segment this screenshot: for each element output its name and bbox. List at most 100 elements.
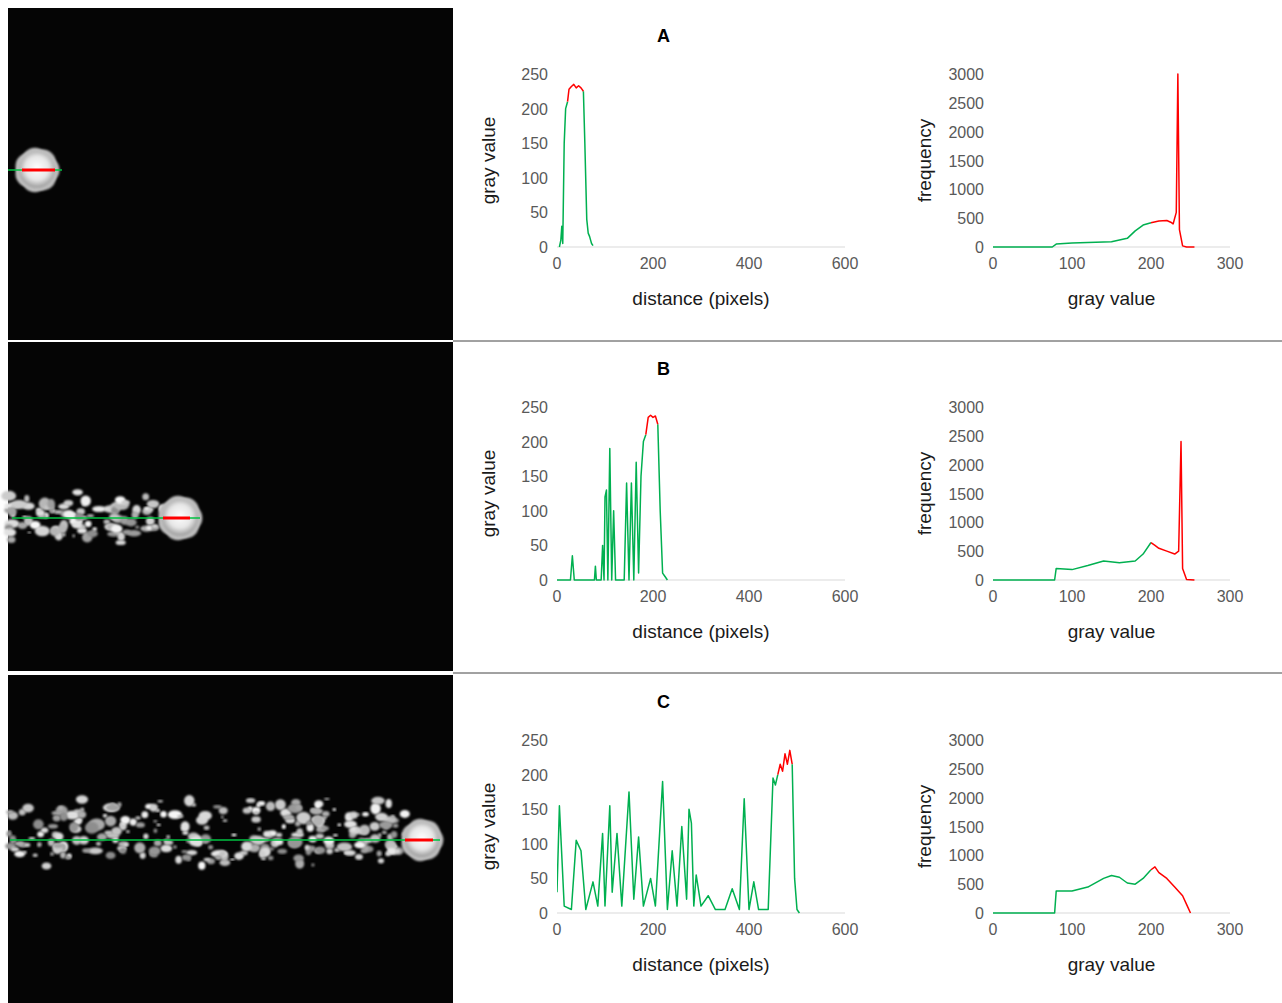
y-axis-title: gray value bbox=[478, 783, 499, 871]
particle bbox=[350, 812, 358, 819]
particle bbox=[65, 856, 71, 860]
particle bbox=[204, 858, 211, 862]
particle bbox=[54, 510, 63, 514]
particle bbox=[96, 842, 101, 846]
y-tick-label: 0 bbox=[539, 239, 548, 256]
y-tick-label: 3000 bbox=[948, 399, 984, 416]
particle bbox=[136, 822, 145, 827]
x-tick-label: 100 bbox=[1059, 921, 1086, 938]
particle bbox=[135, 525, 139, 528]
particle bbox=[379, 821, 393, 829]
profile-selection bbox=[22, 169, 55, 172]
blob bbox=[19, 152, 55, 188]
particle bbox=[78, 811, 87, 818]
x-tick-label: 200 bbox=[1138, 588, 1165, 605]
x-axis-title: gray value bbox=[1068, 288, 1156, 309]
particle bbox=[251, 816, 260, 822]
data-line bbox=[559, 91, 593, 247]
particle bbox=[120, 848, 127, 854]
data-line bbox=[993, 870, 1151, 913]
y-tick-label: 2000 bbox=[948, 790, 984, 807]
particle bbox=[104, 519, 111, 524]
particle bbox=[293, 855, 303, 862]
particle bbox=[11, 847, 19, 852]
particle bbox=[143, 834, 148, 840]
x-tick-label: 200 bbox=[1138, 255, 1165, 272]
image-background bbox=[8, 342, 453, 671]
y-tick-label: 0 bbox=[975, 572, 984, 589]
chart: 0100200300050010001500200025003000gray v… bbox=[914, 66, 1243, 309]
particle bbox=[182, 831, 188, 834]
particle bbox=[154, 829, 158, 834]
x-tick-label: 200 bbox=[640, 588, 667, 605]
y-tick-label: 500 bbox=[957, 876, 984, 893]
x-tick-label: 0 bbox=[553, 921, 562, 938]
particle bbox=[85, 822, 99, 834]
particle bbox=[182, 854, 191, 861]
data-line bbox=[778, 750, 792, 774]
particle bbox=[111, 525, 122, 534]
chart: 0200400600050100150200250distance (pixel… bbox=[478, 26, 858, 309]
particle bbox=[296, 828, 303, 835]
data-line bbox=[1151, 867, 1191, 913]
particle bbox=[53, 844, 64, 849]
particle bbox=[37, 842, 42, 847]
x-axis-title: distance (pixels) bbox=[632, 288, 769, 309]
plot-area bbox=[993, 442, 1194, 580]
particle bbox=[47, 499, 55, 509]
x-tick-label: 200 bbox=[640, 921, 667, 938]
y-tick-label: 500 bbox=[957, 210, 984, 227]
particle bbox=[87, 514, 94, 517]
particle bbox=[72, 534, 75, 537]
particle bbox=[252, 807, 261, 814]
particle bbox=[296, 805, 302, 810]
particle bbox=[160, 845, 172, 853]
y-tick-label: 250 bbox=[521, 732, 548, 749]
particle bbox=[48, 824, 58, 829]
x-axis-title: distance (pixels) bbox=[632, 954, 769, 975]
particle bbox=[268, 856, 274, 860]
particle bbox=[173, 845, 177, 849]
particle bbox=[204, 825, 210, 830]
particle bbox=[178, 815, 184, 818]
y-tick-label: 2500 bbox=[948, 95, 984, 112]
particle bbox=[276, 833, 282, 837]
particle bbox=[154, 840, 162, 846]
particle bbox=[69, 822, 78, 832]
particle bbox=[324, 798, 330, 800]
data-line bbox=[646, 415, 658, 434]
particle bbox=[175, 856, 182, 864]
particle bbox=[199, 811, 212, 821]
particle bbox=[362, 812, 369, 816]
particle bbox=[257, 827, 261, 831]
y-tick-label: 0 bbox=[975, 239, 984, 256]
plot-area bbox=[557, 750, 799, 913]
x-tick-label: 600 bbox=[832, 588, 859, 605]
particle bbox=[259, 851, 266, 858]
particle bbox=[1, 491, 16, 501]
x-tick-label: 300 bbox=[1217, 921, 1244, 938]
particle bbox=[92, 506, 106, 512]
x-tick-label: 0 bbox=[553, 255, 562, 272]
particle bbox=[103, 814, 107, 818]
particle bbox=[326, 848, 333, 854]
particle bbox=[400, 810, 410, 818]
particle bbox=[254, 811, 259, 815]
particle bbox=[19, 809, 26, 816]
particle bbox=[121, 500, 130, 505]
particle bbox=[74, 513, 83, 521]
particle bbox=[106, 852, 116, 859]
particle bbox=[387, 848, 396, 855]
y-tick-label: 0 bbox=[539, 905, 548, 922]
y-axis-title: frequency bbox=[914, 451, 935, 535]
x-axis-title: distance (pixels) bbox=[632, 621, 769, 642]
particle bbox=[315, 846, 325, 854]
particle bbox=[306, 821, 312, 826]
x-tick-label: 400 bbox=[736, 921, 763, 938]
particle bbox=[333, 834, 338, 836]
figure: 0200400600050100150200250distance (pixel… bbox=[0, 0, 1282, 1003]
particle bbox=[386, 799, 392, 808]
micrograph bbox=[8, 8, 453, 340]
particle bbox=[135, 816, 141, 819]
particle bbox=[223, 819, 228, 821]
